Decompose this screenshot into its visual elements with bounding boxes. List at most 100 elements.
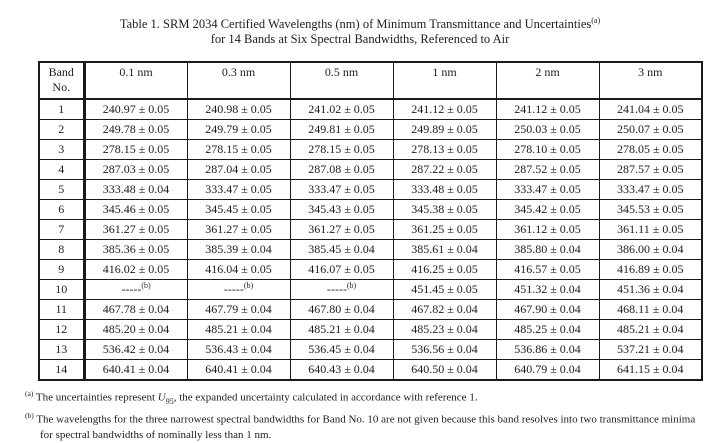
- band-number-cell: 8: [38, 239, 86, 260]
- wavelength-cell: 241.12 ± 0.05: [495, 98, 600, 120]
- title-footnote-marker: (a): [591, 16, 601, 25]
- table-title-text: Table 1. SRM 2034 Certified Wavelengths …: [119, 17, 592, 32]
- wavelength-cell: 361.12 ± 0.05: [495, 219, 600, 240]
- band-number-cell: 5: [38, 179, 86, 200]
- wavelength-cell: 385.80 ± 0.04: [495, 239, 600, 260]
- wavelength-cell: 345.38 ± 0.05: [392, 199, 497, 220]
- table-row: 3 278.15 ± 0.05 278.15 ± 0.05 278.15 ± 0.05…: [38, 139, 703, 160]
- wavelength-cell: 345.53 ± 0.05: [598, 199, 703, 220]
- wavelength-cell: 345.45 ± 0.05: [186, 199, 291, 220]
- band-number-cell: 2: [38, 119, 86, 140]
- footnote-b: (b) The wavelengths for the three narrow…: [25, 409, 707, 442]
- wavelength-cell: 536.56 ± 0.04: [392, 339, 497, 360]
- wavelength-cell: 485.21 ± 0.04: [289, 319, 394, 340]
- table-row: 9 416.02 ± 0.05 416.04 ± 0.05 416.07 ± 0.05…: [38, 259, 703, 280]
- wavelength-cell: 345.43 ± 0.05: [289, 199, 394, 220]
- wavelength-cell: 416.07 ± 0.05: [289, 259, 394, 280]
- wavelength-cell: 361.27 ± 0.05: [186, 219, 291, 240]
- wavelength-cell: 416.57 ± 0.05: [495, 259, 600, 280]
- band-header-line1: Band: [48, 65, 74, 79]
- table-row: 2 249.78 ± 0.05 249.79 ± 0.05 249.81 ± 0.05…: [38, 119, 703, 140]
- band-number-cell: 9: [38, 259, 86, 280]
- table-title: Table 1. SRM 2034 Certified Wavelengths …: [0, 13, 720, 47]
- wavelength-cell: 241.04 ± 0.05: [598, 98, 703, 120]
- wavelength-cell: 385.39 ± 0.04: [186, 239, 291, 260]
- wavelength-cell: 536.86 ± 0.04: [495, 339, 600, 360]
- table-row: 7 361.27 ± 0.05 361.27 ± 0.05 361.27 ± 0.05…: [38, 219, 703, 240]
- wavelength-cell: 485.21 ± 0.04: [598, 319, 703, 340]
- wavelength-cell: 278.10 ± 0.05: [495, 139, 600, 160]
- wavelength-cell: 287.52 ± 0.05: [495, 159, 600, 180]
- wavelength-cell: 451.32 ± 0.04: [495, 279, 600, 300]
- footnote-b-marker: (b): [25, 411, 34, 421]
- table-row: 10 -----(b) -----(b) -----(b) 451.45 ± 0.05 4…: [38, 279, 703, 300]
- wavelength-cell: 536.42 ± 0.04: [83, 339, 188, 360]
- wavelength-cell: 250.03 ± 0.05: [495, 119, 600, 140]
- footnote-a-subscript: 95: [165, 396, 174, 406]
- wavelength-cell: 485.20 ± 0.04: [83, 319, 188, 340]
- table-row: 8 385.36 ± 0.05 385.39 ± 0.04 385.45 ± 0.04…: [38, 239, 703, 260]
- wavelength-cell: 485.23 ± 0.04: [392, 319, 497, 340]
- wavelength-cell: 345.46 ± 0.05: [83, 199, 188, 220]
- cell-footnote-marker: (b): [346, 281, 357, 290]
- wavelength-table: Band No. 0.1 nm 0.3 nm 0.5 nm 1 nm 2 nm …: [38, 61, 703, 381]
- table-row: 11 467.78 ± 0.04 467.79 ± 0.04 467.80 ± 0.0…: [38, 299, 703, 320]
- wavelength-cell: 361.25 ± 0.05: [392, 219, 497, 240]
- footnote-a-pre: The uncertainties represent: [35, 391, 158, 404]
- band-number-cell: 4: [38, 159, 86, 180]
- wavelength-cell: 467.78 ± 0.04: [83, 299, 188, 320]
- wavelength-cell: 467.90 ± 0.04: [495, 299, 600, 320]
- table-row: 4 287.03 ± 0.05 287.04 ± 0.05 287.08 ± 0.05…: [38, 159, 703, 180]
- footnote-b-text: The wavelengths for the three narrowest …: [36, 414, 696, 441]
- wavelength-cell: 485.25 ± 0.04: [495, 319, 600, 340]
- wavelength-cell: -----(b): [186, 279, 291, 300]
- wavelength-cell: 416.25 ± 0.05: [392, 259, 497, 280]
- wavelength-cell: 278.15 ± 0.05: [289, 139, 394, 160]
- band-number-cell: 11: [38, 299, 86, 320]
- table-row: 12 485.20 ± 0.04 485.21 ± 0.04 485.21 ± 0.0…: [38, 319, 703, 340]
- wavelength-cell: 640.79 ± 0.04: [495, 359, 600, 381]
- wavelength-cell: 241.12 ± 0.05: [392, 98, 497, 120]
- wavelength-cell: 333.47 ± 0.05: [598, 179, 703, 200]
- wavelength-cell: 468.11 ± 0.04: [598, 299, 703, 320]
- wavelength-cell: 416.04 ± 0.05: [186, 259, 291, 280]
- wavelength-cell: 416.89 ± 0.05: [598, 259, 703, 280]
- wavelength-cell: 333.48 ± 0.05: [392, 179, 497, 200]
- wavelength-cell: 385.36 ± 0.05: [83, 239, 188, 260]
- wavelength-cell: 249.79 ± 0.05: [186, 119, 291, 140]
- cell-footnote-marker: (b): [141, 281, 151, 290]
- table-row: 14 640.41 ± 0.04 640.41 ± 0.04 640.43 ± 0.0…: [38, 359, 703, 381]
- wavelength-cell: 536.45 ± 0.04: [289, 339, 394, 360]
- bandwidth-header-3nm: 3 nm: [598, 61, 703, 100]
- cell-footnote-marker: (b): [243, 281, 254, 290]
- footnote-a-post: , the expanded uncertainty calculated in…: [173, 391, 478, 404]
- wavelength-cell: 333.47 ± 0.05: [289, 179, 394, 200]
- band-number-cell: 14: [38, 359, 86, 381]
- table-header: Band No. 0.1 nm 0.3 nm 0.5 nm 1 nm 2 nm …: [38, 61, 703, 100]
- band-number-cell: 6: [38, 199, 86, 220]
- bandwidth-header-0.5nm: 0.5 nm: [289, 61, 394, 100]
- bandwidth-header-0.1nm: 0.1 nm: [83, 61, 188, 100]
- table-title-line1: Table 1. SRM 2034 Certified Wavelengths …: [0, 13, 720, 32]
- band-number-cell: 7: [38, 219, 86, 240]
- wavelength-cell: 385.61 ± 0.04: [392, 239, 497, 260]
- table-body: 1 240.97 ± 0.05 240.98 ± 0.05 241.02 ± 0.05…: [38, 98, 703, 381]
- bandwidth-header-2nm: 2 nm: [495, 61, 600, 100]
- wavelength-cell: 249.78 ± 0.05: [83, 119, 188, 140]
- header-row: Band No. 0.1 nm 0.3 nm 0.5 nm 1 nm 2 nm …: [38, 61, 703, 100]
- wavelength-cell: 537.21 ± 0.04: [598, 339, 703, 360]
- band-number-cell: 12: [38, 319, 86, 340]
- band-number-header: Band No.: [38, 61, 86, 100]
- wavelength-cell: 386.00 ± 0.04: [598, 239, 703, 260]
- wavelength-cell: 640.43 ± 0.04: [289, 359, 394, 381]
- bandwidth-header-0.3nm: 0.3 nm: [186, 61, 291, 100]
- wavelength-cell: 361.27 ± 0.05: [83, 219, 188, 240]
- wavelength-cell: 485.21 ± 0.04: [186, 319, 291, 340]
- band-header-line2: No.: [52, 80, 71, 94]
- footnote-a-marker: (a): [25, 389, 34, 398]
- wavelength-cell: 451.45 ± 0.05: [392, 279, 497, 300]
- wavelength-cell: 287.57 ± 0.05: [598, 159, 703, 180]
- footnotes: (a) The uncertainties represent U95, the…: [25, 387, 707, 442]
- wavelength-cell: 640.41 ± 0.04: [186, 359, 291, 381]
- wavelength-cell: 416.02 ± 0.05: [83, 259, 188, 280]
